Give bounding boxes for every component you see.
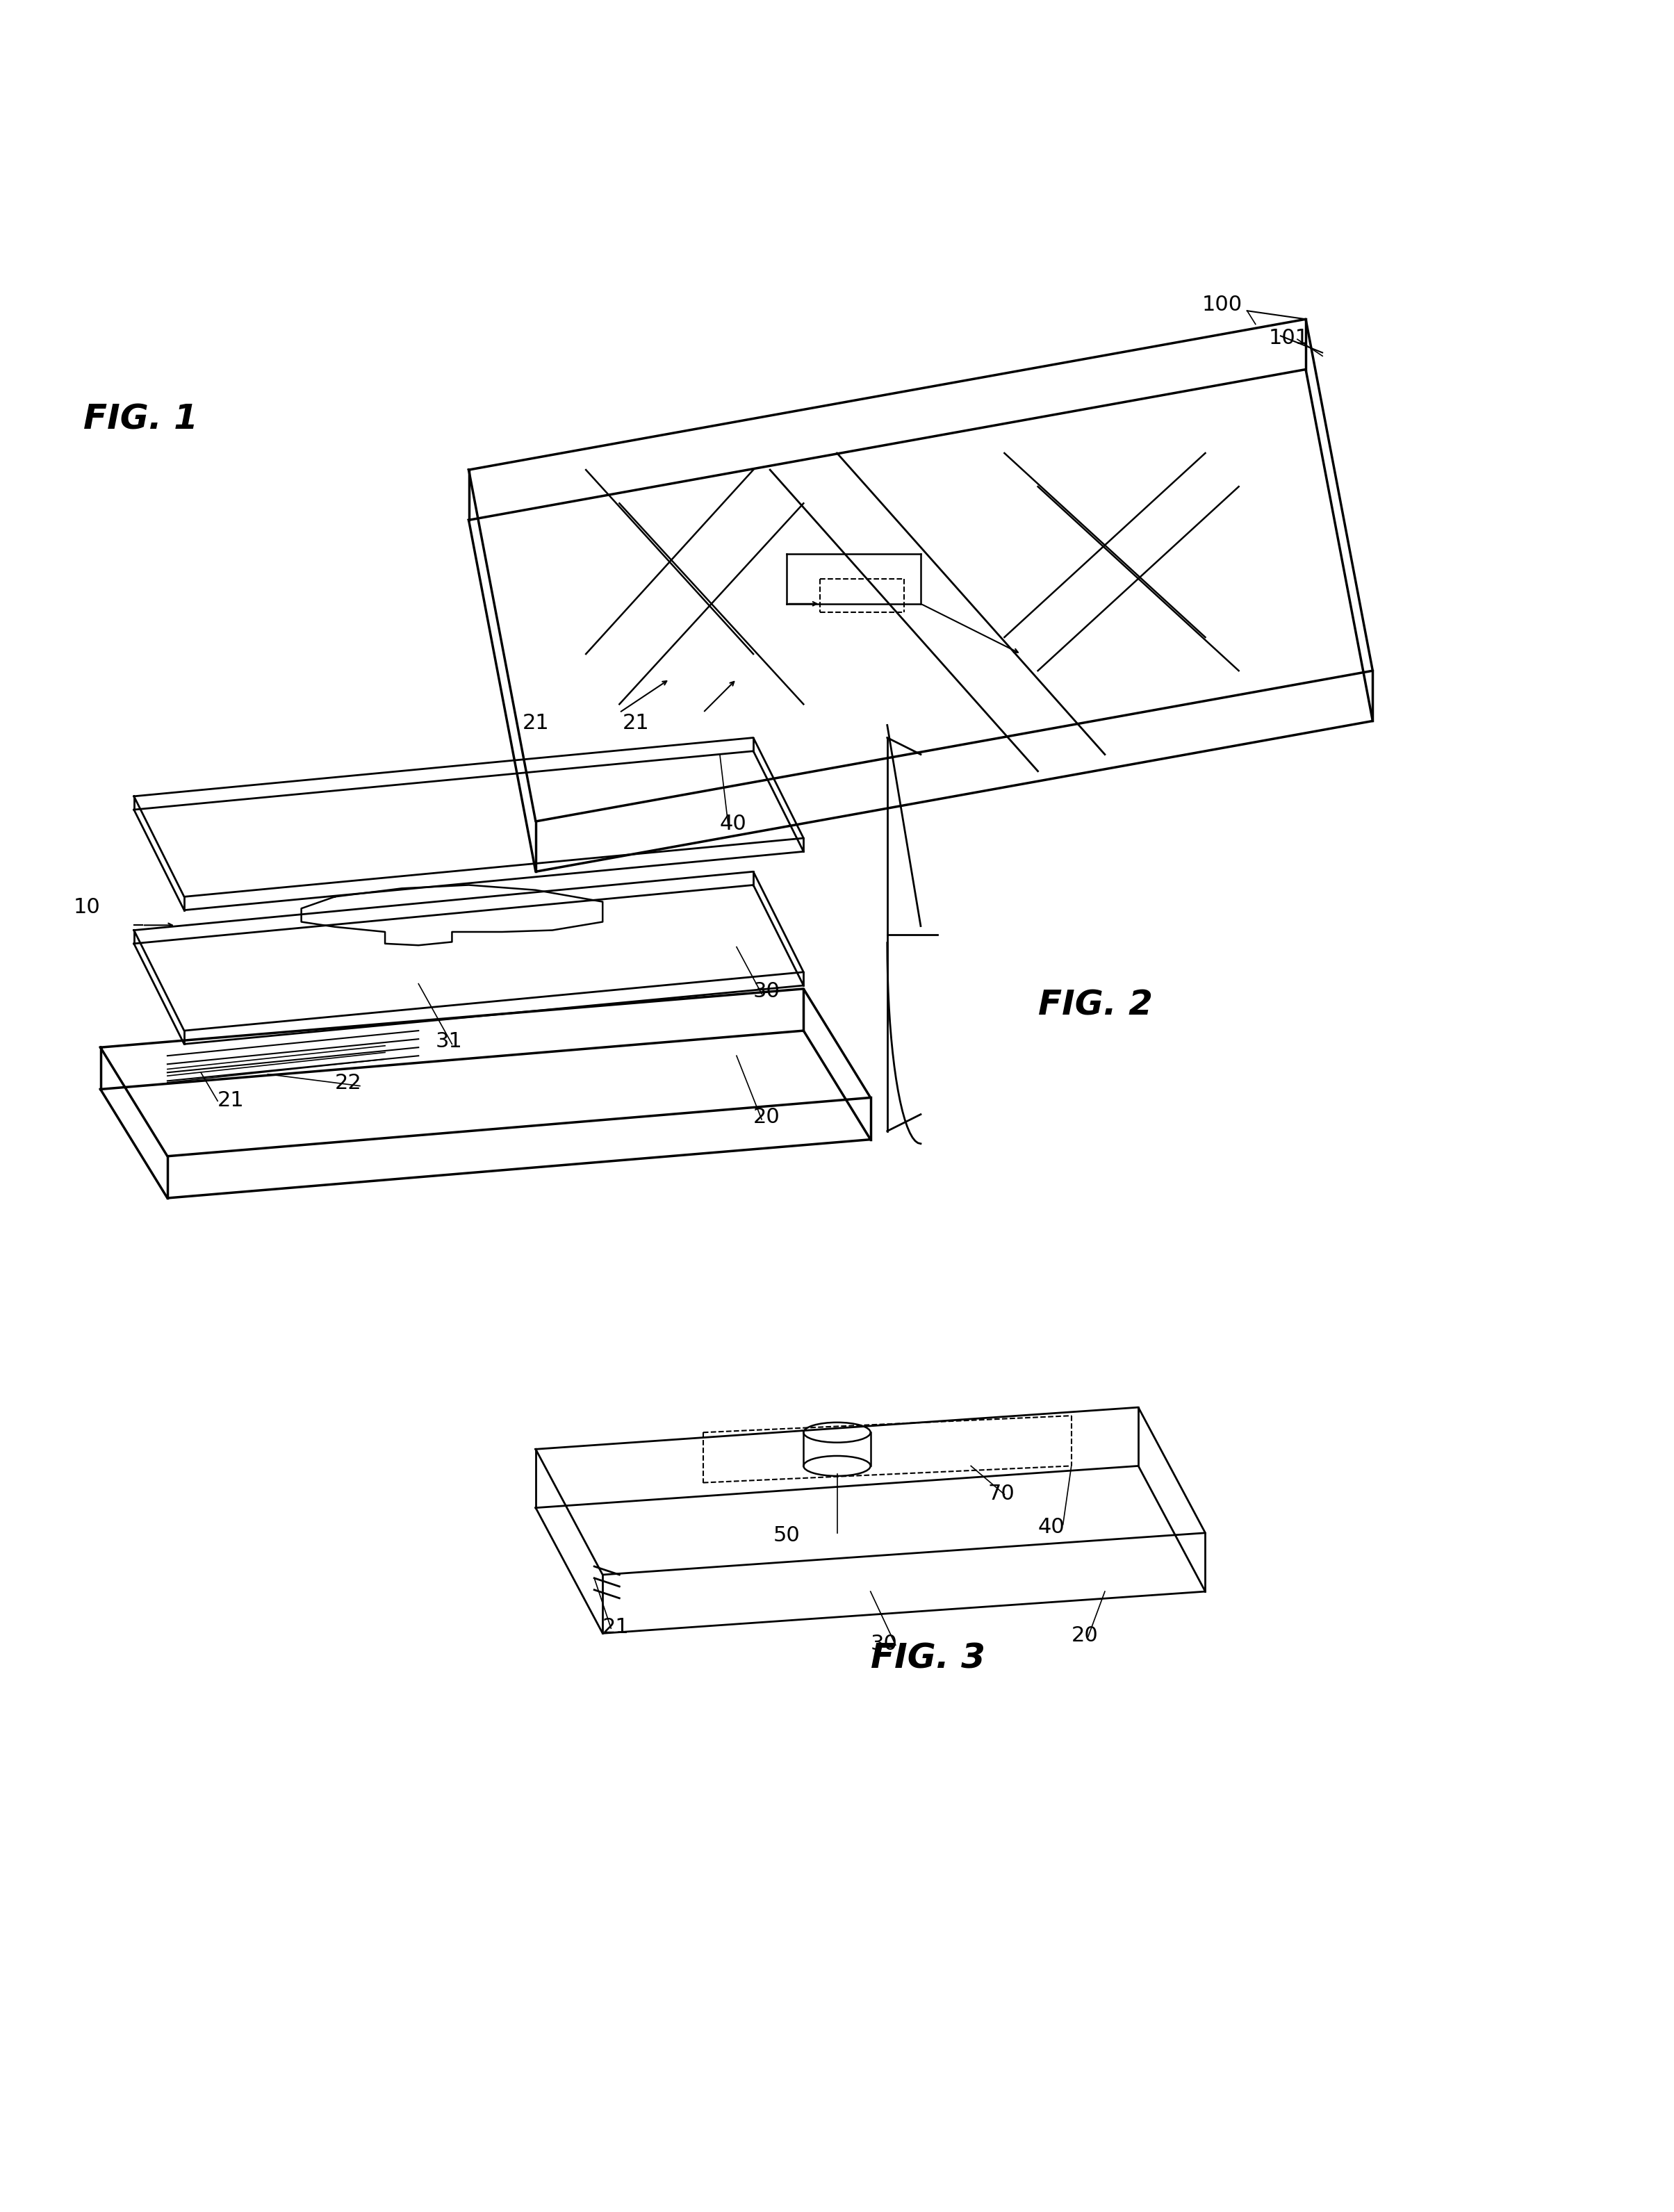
Text: 21: 21 [623, 712, 650, 734]
Text: 21: 21 [522, 712, 549, 734]
Text: 21: 21 [218, 1091, 244, 1110]
Text: 20: 20 [1071, 1626, 1098, 1646]
Text: 40: 40 [720, 814, 747, 834]
Text: 101: 101 [1269, 327, 1309, 349]
Text: 22: 22 [335, 1073, 362, 1093]
Text: 40: 40 [1038, 1517, 1065, 1537]
Text: 30: 30 [753, 982, 780, 1002]
Text: 21: 21 [603, 1617, 629, 1637]
Text: FIG. 3: FIG. 3 [870, 1641, 984, 1674]
Text: 100: 100 [1202, 294, 1242, 314]
Text: 50: 50 [773, 1526, 800, 1546]
Text: 70: 70 [988, 1484, 1014, 1504]
Text: FIG. 1: FIG. 1 [84, 403, 198, 436]
Text: 30: 30 [870, 1635, 897, 1655]
Text: 10: 10 [74, 898, 100, 918]
Text: 20: 20 [753, 1106, 780, 1126]
Text: 31: 31 [435, 1031, 462, 1051]
Text: FIG. 2: FIG. 2 [1038, 989, 1152, 1022]
